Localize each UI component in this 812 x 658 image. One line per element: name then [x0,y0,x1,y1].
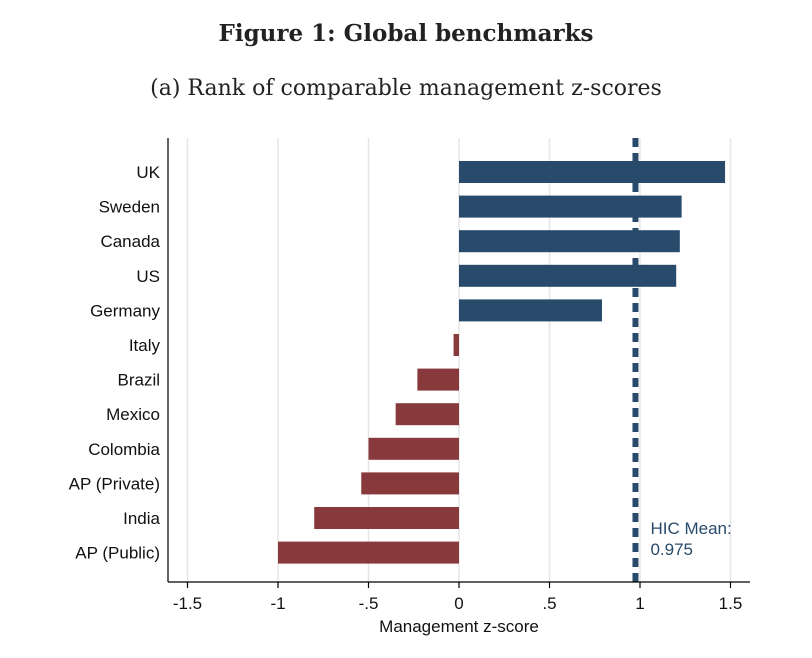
bar [395,403,459,426]
bars [278,161,726,564]
x-tick-label: 0 [454,594,463,613]
category-label: UK [136,163,160,182]
bar [459,230,680,253]
category-label: Canada [100,232,160,251]
reference-value-label: 0.975 [650,540,693,559]
reference-label: HIC Mean: [650,519,731,538]
bar [361,472,459,495]
x-tick-label: -1 [270,594,285,613]
x-axis-title: Management z-score [379,617,539,636]
bar [459,299,602,322]
x-tick-label: -1.5 [173,594,202,613]
reference-line-group: HIC Mean: 0.975 [632,138,732,582]
category-label: Germany [90,301,160,320]
bar [314,507,459,529]
x-tick-label: -.5 [359,594,379,613]
chart-subtitle: (a) Rank of comparable management z-scor… [150,76,662,101]
bar [368,437,459,460]
category-label: AP (Public) [75,544,160,563]
bar [459,264,677,287]
bar [459,195,682,218]
bar [459,161,726,183]
category-label: Mexico [106,405,160,424]
axes: UK Sweden Canada US Germany Italy Brazil Mexico… [69,138,750,636]
category-label: Colombia [88,440,160,459]
x-tick-label: 1.5 [719,594,743,613]
category-label: Sweden [99,198,160,217]
category-label: AP (Private) [69,474,160,493]
category-label: Brazil [117,371,160,390]
figure-title: Figure 1: Global benchmarks [218,20,594,47]
bar [278,541,459,564]
category-label: US [136,267,160,286]
x-tick-label: 1 [635,594,644,613]
category-label: India [123,509,160,528]
category-label: Italy [129,336,161,355]
x-tick-label: .5 [542,594,556,613]
bar [417,368,459,391]
bar [453,334,459,356]
